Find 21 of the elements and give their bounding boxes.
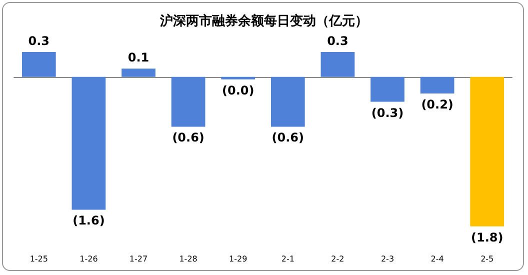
data-label: 0.1: [128, 50, 150, 65]
data-label: (0.0): [222, 83, 254, 98]
data-label: 0.3: [28, 34, 50, 48]
data-label: (0.2): [421, 98, 454, 112]
x-tick-label: 2-2: [331, 254, 344, 264]
x-tick-label: 1-27: [129, 254, 148, 264]
x-tick-label: 2-4: [430, 254, 444, 264]
data-label: (0.6): [272, 130, 304, 145]
x-tick-label: 1-26: [80, 254, 98, 264]
data-label: 0.3: [327, 34, 348, 48]
x-tick-label: 1-25: [30, 254, 48, 264]
data-label: (1.6): [72, 214, 105, 228]
x-tick-label: 2-1: [281, 254, 294, 264]
data-label: (1.8): [470, 230, 504, 244]
x-tick-label: 1-29: [229, 254, 248, 264]
x-tick-label: 1-28: [179, 254, 198, 264]
x-tick-label: 2-3: [380, 254, 394, 264]
data-label: (0.6): [172, 130, 204, 145]
x-tick-label: 2-5: [480, 254, 494, 264]
chart-title: 沪深两市融券余额每日变动（亿元）: [159, 13, 368, 29]
data-label: (0.3): [371, 106, 404, 120]
